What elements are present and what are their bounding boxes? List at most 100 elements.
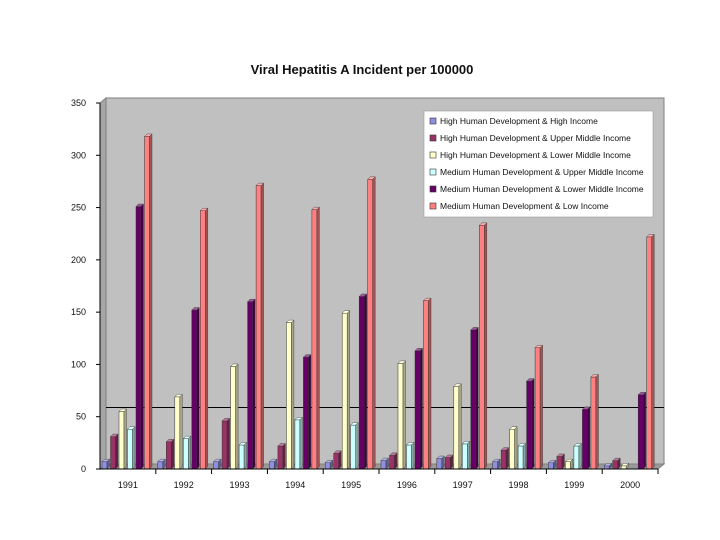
bar-top (406, 442, 415, 446)
legend: High Human Development & High Income High… (423, 110, 654, 218)
y-tick-label: 250 (71, 203, 86, 213)
bar-top (358, 293, 368, 297)
bar-top (213, 458, 222, 462)
bar-front (389, 455, 395, 470)
bar-side (299, 416, 303, 470)
bar-front (612, 460, 618, 470)
bar-front (183, 438, 189, 470)
bar-side (252, 298, 256, 470)
bar (620, 462, 630, 470)
bar (174, 393, 183, 470)
bar-front (255, 185, 262, 470)
bar-top (470, 327, 479, 331)
bar-front (637, 394, 644, 470)
bar-front (534, 347, 541, 470)
bar-side (282, 443, 286, 470)
bar-front (492, 461, 498, 470)
bar-top (637, 392, 647, 395)
bar-top (380, 457, 389, 461)
bar-side (394, 452, 398, 470)
x-tick-label: 2000 (620, 480, 640, 490)
bar-side (260, 182, 264, 470)
bar-side (338, 450, 342, 470)
bar-top (517, 443, 527, 447)
bar-side (243, 441, 247, 470)
bar-top (144, 133, 153, 137)
bar (238, 441, 248, 470)
bar-top (500, 447, 510, 451)
chart-title: Viral Hepatitis A Incident per 100000 (251, 62, 474, 77)
bar-top (581, 406, 591, 410)
bar-front (247, 301, 253, 470)
bar-front (333, 453, 339, 470)
bar-top (333, 450, 342, 454)
bar (110, 433, 119, 470)
bar-side (531, 378, 535, 470)
bar-front (350, 424, 356, 470)
bar-top (389, 452, 398, 456)
legend-swatch (429, 185, 437, 193)
bar (247, 298, 256, 470)
x-tick-label: 1993 (229, 480, 249, 490)
bar-top (564, 458, 574, 462)
bar-top (453, 383, 462, 387)
bar (581, 406, 591, 470)
bar-top (620, 463, 630, 467)
y-tick-label: 200 (71, 255, 86, 265)
y-tick-label: 150 (71, 307, 86, 317)
legend-label: High Human Development & High Income (440, 116, 598, 126)
bar-side (539, 344, 543, 470)
bar (526, 378, 535, 470)
bar-front (397, 363, 404, 470)
bar (165, 438, 175, 470)
bar-front (453, 386, 460, 470)
bar-front (500, 449, 507, 470)
bar-top (436, 455, 445, 459)
bar-top (247, 298, 256, 302)
bar (603, 462, 613, 470)
bar (294, 416, 303, 470)
bar (350, 422, 359, 470)
bar-top (612, 457, 621, 461)
bar (221, 417, 231, 470)
bar-front (582, 409, 588, 470)
y-tick-label: 300 (71, 150, 86, 160)
bar (268, 458, 278, 470)
bar-top (534, 344, 544, 348)
legend-swatch (429, 134, 437, 142)
bar-side (643, 391, 646, 470)
bar-top (324, 460, 334, 463)
bar (397, 360, 406, 470)
bar-front (414, 350, 421, 470)
bar-front (341, 312, 348, 470)
bar-top (101, 458, 110, 462)
bar-front (118, 411, 125, 470)
bar-front (213, 461, 219, 470)
bar-front (221, 420, 228, 470)
x-tick-label: 1991 (118, 480, 138, 490)
bar-top (127, 426, 136, 430)
bar-front (590, 376, 597, 470)
bar-front (470, 329, 477, 470)
bar-top (191, 307, 200, 311)
bar (534, 344, 544, 470)
bar-front (144, 136, 150, 470)
bar-front (556, 456, 563, 470)
bar (509, 426, 518, 470)
bar (157, 458, 166, 470)
side-wall (99, 96, 107, 471)
bar (500, 447, 510, 470)
x-axis: 1991 1992 1993 1994 1995 1996 1997 1998 1999 2000 (100, 468, 659, 490)
bar-front (286, 322, 292, 470)
bar (414, 347, 423, 470)
bar-top (277, 443, 286, 447)
x-tick-label: 1995 (341, 480, 361, 490)
bar-front (380, 460, 387, 470)
bar-top (165, 439, 175, 443)
bar-front (445, 457, 451, 470)
bar-front (277, 445, 284, 470)
bar-front (110, 436, 116, 470)
bar (358, 293, 368, 470)
bar (127, 426, 136, 470)
